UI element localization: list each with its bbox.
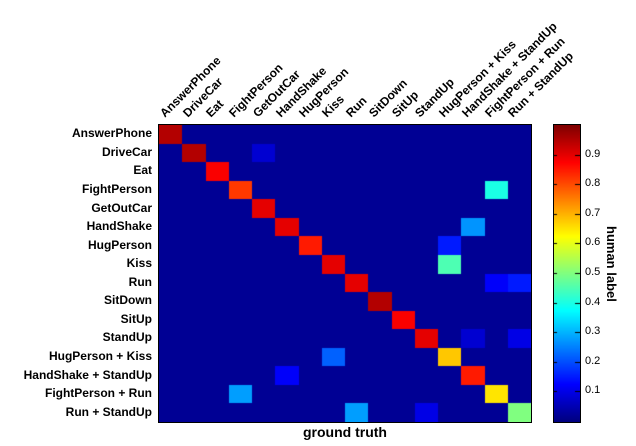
colorbar-tick-label: 0.4 [585,295,601,308]
colorbar-tick-label: 0.1 [585,384,601,397]
colorbar-tick-label: 0.3 [585,325,601,338]
y-tick-label: Run + StandUp [65,404,152,419]
y-tick-label: StandUp [102,330,152,345]
y-tick-label: DriveCar [101,144,152,159]
x-axis-label: ground truth [303,424,387,440]
y-tick-label: FightPerson [81,181,152,196]
y-tick-label: FightPerson + Run [44,386,152,401]
y-tick-label: Run [128,274,152,289]
y-tick-label: Eat [133,163,152,178]
colorbar-tick-label: 0.6 [585,236,601,249]
colorbar-tick-label: 0.7 [585,206,601,219]
colorbar-canvas [553,124,581,423]
colorbar-axis-label: human label [604,226,619,302]
y-tick-label: HandShake [86,219,152,234]
y-tick-label: AnswerPhone [71,126,152,141]
y-tick-label: Kiss [126,256,152,271]
x-tick-label: Run [342,93,370,120]
y-tick-label: HandShake + StandUp [23,367,152,382]
y-tick-label: HugPerson + Kiss [48,349,152,364]
y-tick-label: SitDown [104,293,152,308]
colorbar-tick-label: 0.2 [585,354,601,367]
y-tick-label: GetOutCar [91,200,152,215]
colorbar-tick-label: 0.8 [585,177,601,190]
y-tick-label: HugPerson [87,237,152,252]
colorbar-tick-label: 0.9 [585,147,601,160]
colorbar-tick-label: 0.5 [585,266,601,278]
y-tick-label: SitUp [120,311,152,326]
heatmap-canvas [158,124,532,423]
